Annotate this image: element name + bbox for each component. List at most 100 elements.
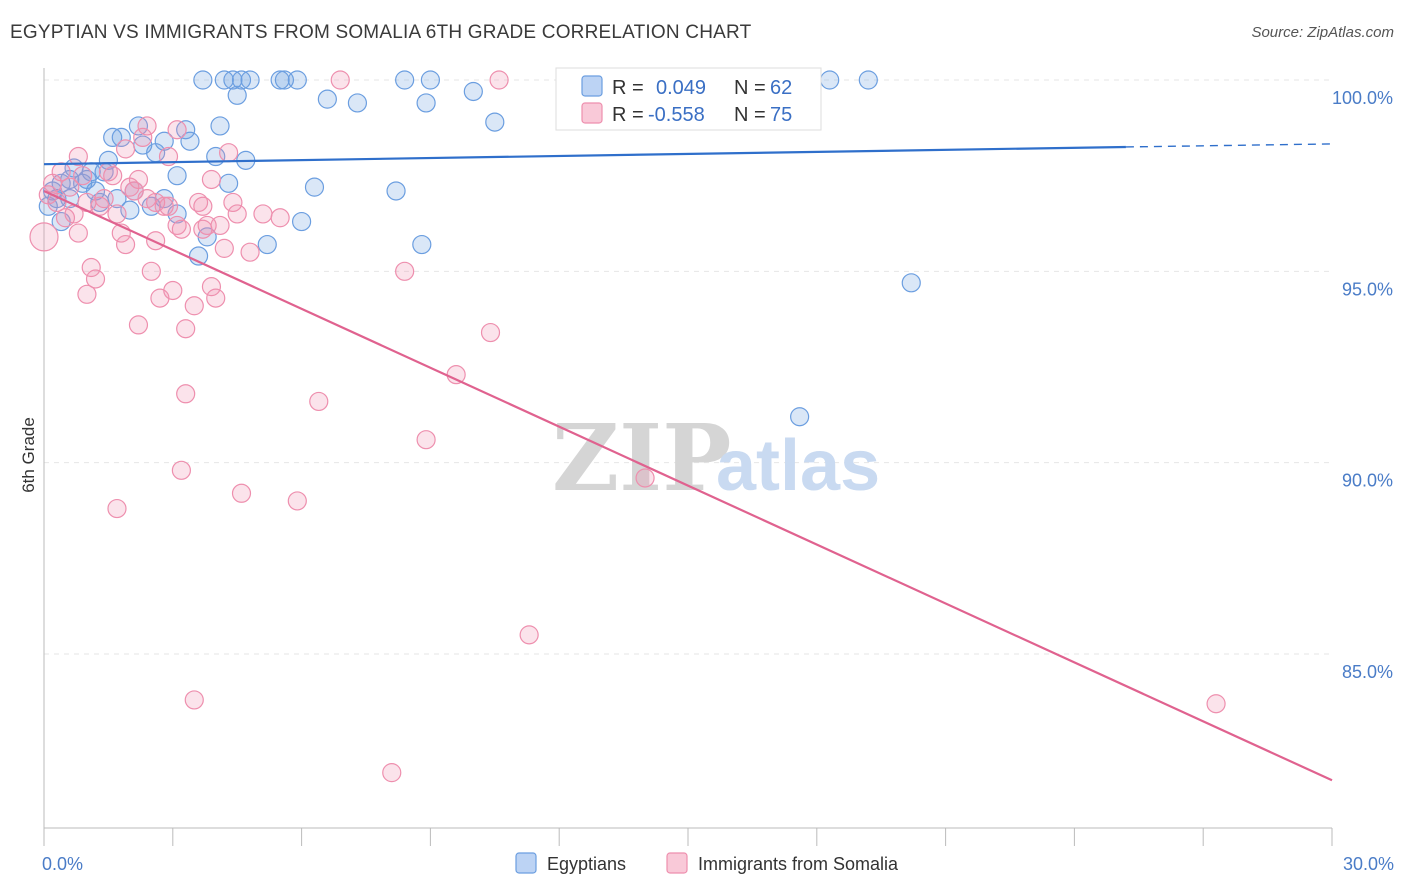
watermark: ZIP atlas xyxy=(552,404,880,512)
somalia-point-31 xyxy=(146,231,166,251)
source-note: Source: ZipAtlas.com xyxy=(1251,24,1394,41)
somalia-point-13 xyxy=(81,257,101,278)
somalia-point-8 xyxy=(68,223,88,243)
trend-lines xyxy=(43,143,1333,782)
somalia-point-29 xyxy=(141,261,161,281)
legend-r-label-2: R = xyxy=(612,104,644,126)
somalia-point-19 xyxy=(107,498,127,519)
egyptians-point-41 xyxy=(240,70,260,90)
somalia-point-14 xyxy=(85,269,106,289)
somalia-point-35 xyxy=(163,280,183,301)
somalia-point-37 xyxy=(167,120,187,140)
somalia-point-46 xyxy=(201,169,222,190)
stats-legend: R = 0.049 N = 62 R = -0.558 N = 75 xyxy=(555,67,822,131)
egyptians-point-47 xyxy=(304,177,325,197)
egyptians-point-27 xyxy=(167,166,187,186)
somalia-point-64 xyxy=(446,365,466,385)
somalia-point-47 xyxy=(201,277,222,297)
legend-r-value-2: -0.558 xyxy=(648,104,705,126)
somalia-point-40 xyxy=(176,384,196,404)
legend-r-label-1: R = xyxy=(612,77,644,99)
legend-n-label-1: N = xyxy=(734,77,766,99)
egyptians-trend-line xyxy=(43,145,1126,166)
somalia-point-39 xyxy=(171,460,191,480)
egyptians-point-60 xyxy=(790,407,810,427)
somalia-point-57 xyxy=(270,208,290,228)
y-tick-labels: 100.0% 95.0% 90.0% 85.0% xyxy=(1332,88,1393,682)
x-tick-label-1: 30.0% xyxy=(1343,854,1394,874)
egyptians-point-46 xyxy=(292,211,312,232)
data-points xyxy=(29,70,1226,783)
bottom-legend-label-somalia: Immigrants from Somalia xyxy=(698,854,899,874)
egyptians-point-58 xyxy=(820,70,840,90)
egyptians-point-54 xyxy=(420,70,440,90)
egyptians-point-59 xyxy=(858,70,878,90)
bottom-legend-swatch-egyptians xyxy=(515,852,537,874)
somalia-point-12 xyxy=(77,284,97,304)
somalia-point-51 xyxy=(219,143,239,163)
x-ticks xyxy=(43,828,1333,846)
somalia-point-65 xyxy=(480,322,501,343)
somalia-point-71 xyxy=(193,219,213,239)
legend-swatch-egyptians xyxy=(581,75,603,97)
egyptians-point-34 xyxy=(210,116,230,136)
series-legend: Egyptians Immigrants from Somalia xyxy=(515,852,899,874)
bottom-legend-swatch-somalia xyxy=(666,852,688,874)
somalia-point-0 xyxy=(29,222,59,252)
egyptians-point-36 xyxy=(219,173,239,193)
somalia-point-41 xyxy=(176,319,196,339)
somalia-point-6 xyxy=(60,177,80,197)
somalia-point-63 xyxy=(416,430,436,450)
somalia-point-25 xyxy=(128,315,149,335)
somalia-trend-line xyxy=(43,189,1333,782)
somalia-point-56 xyxy=(253,204,273,224)
somalia-point-59 xyxy=(309,391,329,412)
legend-swatch-somalia xyxy=(581,102,603,124)
somalia-point-17 xyxy=(103,166,123,186)
somalia-point-66 xyxy=(489,70,509,90)
somalia-point-74 xyxy=(133,127,153,147)
y-tick-label-3: 85.0% xyxy=(1342,662,1393,682)
y-tick-label-2: 90.0% xyxy=(1342,471,1393,491)
somalia-point-52 xyxy=(223,192,243,213)
somalia-point-69 xyxy=(1206,694,1226,714)
bottom-legend-label-egyptians: Egyptians xyxy=(547,854,626,874)
egyptians-point-51 xyxy=(395,70,415,90)
somalia-point-67 xyxy=(519,625,539,645)
egyptians-point-43 xyxy=(270,70,290,90)
somalia-point-49 xyxy=(210,215,230,236)
gridlines xyxy=(44,79,1332,655)
egyptians-point-55 xyxy=(463,81,483,102)
egyptians-point-24 xyxy=(154,131,174,151)
somalia-point-54 xyxy=(240,242,260,262)
somalia-point-53 xyxy=(231,483,252,503)
somalia-point-26 xyxy=(128,169,149,190)
legend-n-value-1: 62 xyxy=(770,77,792,99)
legend-n-value-2: 75 xyxy=(770,104,792,126)
legend-n-label-2: N = xyxy=(734,104,766,126)
somalia-point-58 xyxy=(287,491,307,511)
somalia-point-61 xyxy=(382,763,402,783)
egyptians-point-52 xyxy=(412,234,432,255)
y-axis-label: 6th Grade xyxy=(19,417,38,493)
watermark-zip: ZIP xyxy=(552,404,731,512)
somalia-point-70 xyxy=(227,204,247,224)
somalia-point-42 xyxy=(184,296,204,316)
somalia-point-50 xyxy=(214,238,234,258)
egyptians-point-56 xyxy=(485,112,505,132)
egyptians-trend-extension xyxy=(1125,143,1333,148)
watermark-atlas: atlas xyxy=(716,426,880,506)
somalia-point-10 xyxy=(73,166,93,186)
egyptians-point-38 xyxy=(227,85,247,105)
egyptians-point-53 xyxy=(416,93,436,113)
somalia-point-22 xyxy=(115,234,136,255)
somalia-point-73 xyxy=(94,189,114,209)
egyptians-point-48 xyxy=(317,89,337,109)
somalia-point-33 xyxy=(158,196,179,216)
somalia-point-9 xyxy=(68,146,88,167)
y-tick-label-1: 95.0% xyxy=(1342,279,1393,299)
egyptians-point-49 xyxy=(347,93,368,113)
somalia-point-48 xyxy=(206,288,226,308)
y-tick-label-0: 100.0% xyxy=(1332,88,1393,108)
